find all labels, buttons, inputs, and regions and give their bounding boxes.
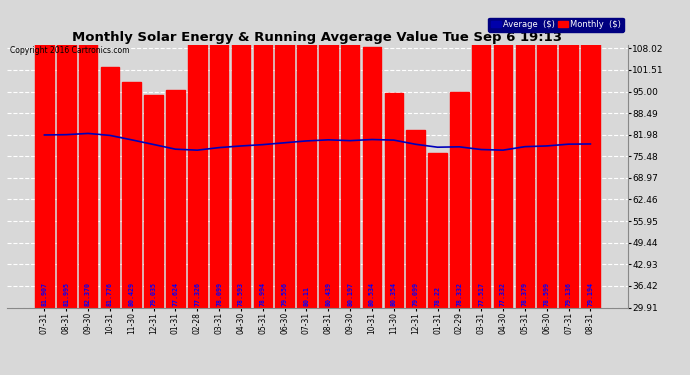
Bar bbox=[538, 0, 556, 308]
Bar bbox=[188, 0, 206, 308]
Text: 78.593: 78.593 bbox=[238, 282, 244, 306]
Bar bbox=[560, 0, 578, 308]
Bar bbox=[341, 0, 359, 308]
Text: 78.379: 78.379 bbox=[522, 282, 528, 306]
Text: 77.624: 77.624 bbox=[172, 282, 179, 306]
Text: 82.370: 82.370 bbox=[85, 282, 91, 306]
Bar bbox=[406, 130, 425, 308]
Text: 79.136: 79.136 bbox=[566, 282, 571, 306]
Bar bbox=[363, 47, 382, 308]
Text: 80.11: 80.11 bbox=[304, 286, 310, 306]
Title: Monthly Solar Energy & Running Avgerage Value Tue Sep 6 19:13: Monthly Solar Energy & Running Avgerage … bbox=[72, 31, 562, 44]
Bar bbox=[297, 0, 316, 308]
Text: 79.556: 79.556 bbox=[282, 282, 288, 306]
Bar bbox=[450, 92, 469, 308]
Text: 81.776: 81.776 bbox=[107, 282, 113, 306]
Text: 80.439: 80.439 bbox=[325, 282, 331, 306]
Text: 78.994: 78.994 bbox=[260, 282, 266, 306]
Bar bbox=[472, 24, 491, 307]
Bar bbox=[144, 95, 163, 308]
Bar bbox=[166, 90, 185, 308]
Text: 78.332: 78.332 bbox=[456, 282, 462, 306]
Text: 79.035: 79.035 bbox=[150, 282, 157, 306]
Bar bbox=[79, 2, 97, 308]
Bar bbox=[384, 93, 403, 308]
Text: 80.354: 80.354 bbox=[391, 282, 397, 306]
Text: 80.429: 80.429 bbox=[129, 282, 135, 306]
Bar bbox=[253, 0, 272, 308]
Bar bbox=[35, 0, 54, 308]
Text: 77.332: 77.332 bbox=[500, 282, 506, 306]
Bar bbox=[275, 0, 294, 308]
Bar bbox=[581, 0, 600, 308]
Text: 81.995: 81.995 bbox=[63, 282, 69, 306]
Bar bbox=[319, 0, 337, 308]
Bar bbox=[515, 0, 534, 308]
Text: 80.534: 80.534 bbox=[369, 282, 375, 306]
Bar bbox=[101, 67, 119, 308]
Text: 78.599: 78.599 bbox=[544, 282, 550, 306]
Bar bbox=[210, 2, 228, 308]
Text: 79.099: 79.099 bbox=[413, 282, 419, 306]
Bar bbox=[57, 0, 75, 308]
Bar bbox=[123, 82, 141, 308]
Bar bbox=[428, 153, 447, 308]
Text: 79.194: 79.194 bbox=[587, 282, 593, 306]
Text: 80.197: 80.197 bbox=[347, 282, 353, 306]
Text: 78.22: 78.22 bbox=[435, 286, 440, 306]
Text: Copyright 2016 Cartronics.com: Copyright 2016 Cartronics.com bbox=[10, 46, 130, 56]
Text: 77.517: 77.517 bbox=[478, 282, 484, 306]
Bar bbox=[232, 0, 250, 308]
Legend: Average  ($), Monthly  ($): Average ($), Monthly ($) bbox=[489, 18, 624, 32]
Text: 78.099: 78.099 bbox=[216, 282, 222, 306]
Text: 81.907: 81.907 bbox=[41, 282, 48, 306]
Text: 77.326: 77.326 bbox=[195, 282, 200, 306]
Bar bbox=[494, 0, 512, 308]
